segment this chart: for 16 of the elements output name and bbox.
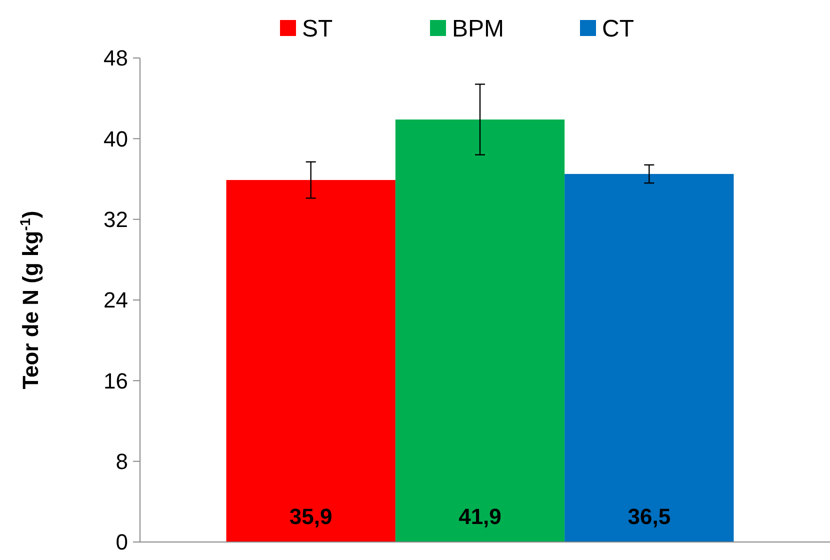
- data-label: 41,9: [458, 504, 502, 529]
- y-tick-label: 48: [104, 46, 128, 71]
- y-tick-label: 16: [104, 368, 128, 394]
- y-tick-label: 8: [116, 449, 128, 474]
- y-tick-label: 24: [104, 288, 128, 313]
- y-tick-label: 0: [116, 530, 128, 555]
- legend-label: ST: [302, 15, 334, 42]
- bar: [226, 180, 396, 542]
- legend-label: CT: [602, 15, 634, 42]
- y-tick-label: 40: [104, 126, 128, 152]
- legend-label: BPM: [452, 15, 504, 42]
- data-label: 35,9: [289, 504, 332, 529]
- y-tick-label: 32: [104, 207, 128, 232]
- bar: [395, 120, 565, 542]
- data-label: 36,5: [628, 504, 671, 529]
- bar: [564, 174, 734, 542]
